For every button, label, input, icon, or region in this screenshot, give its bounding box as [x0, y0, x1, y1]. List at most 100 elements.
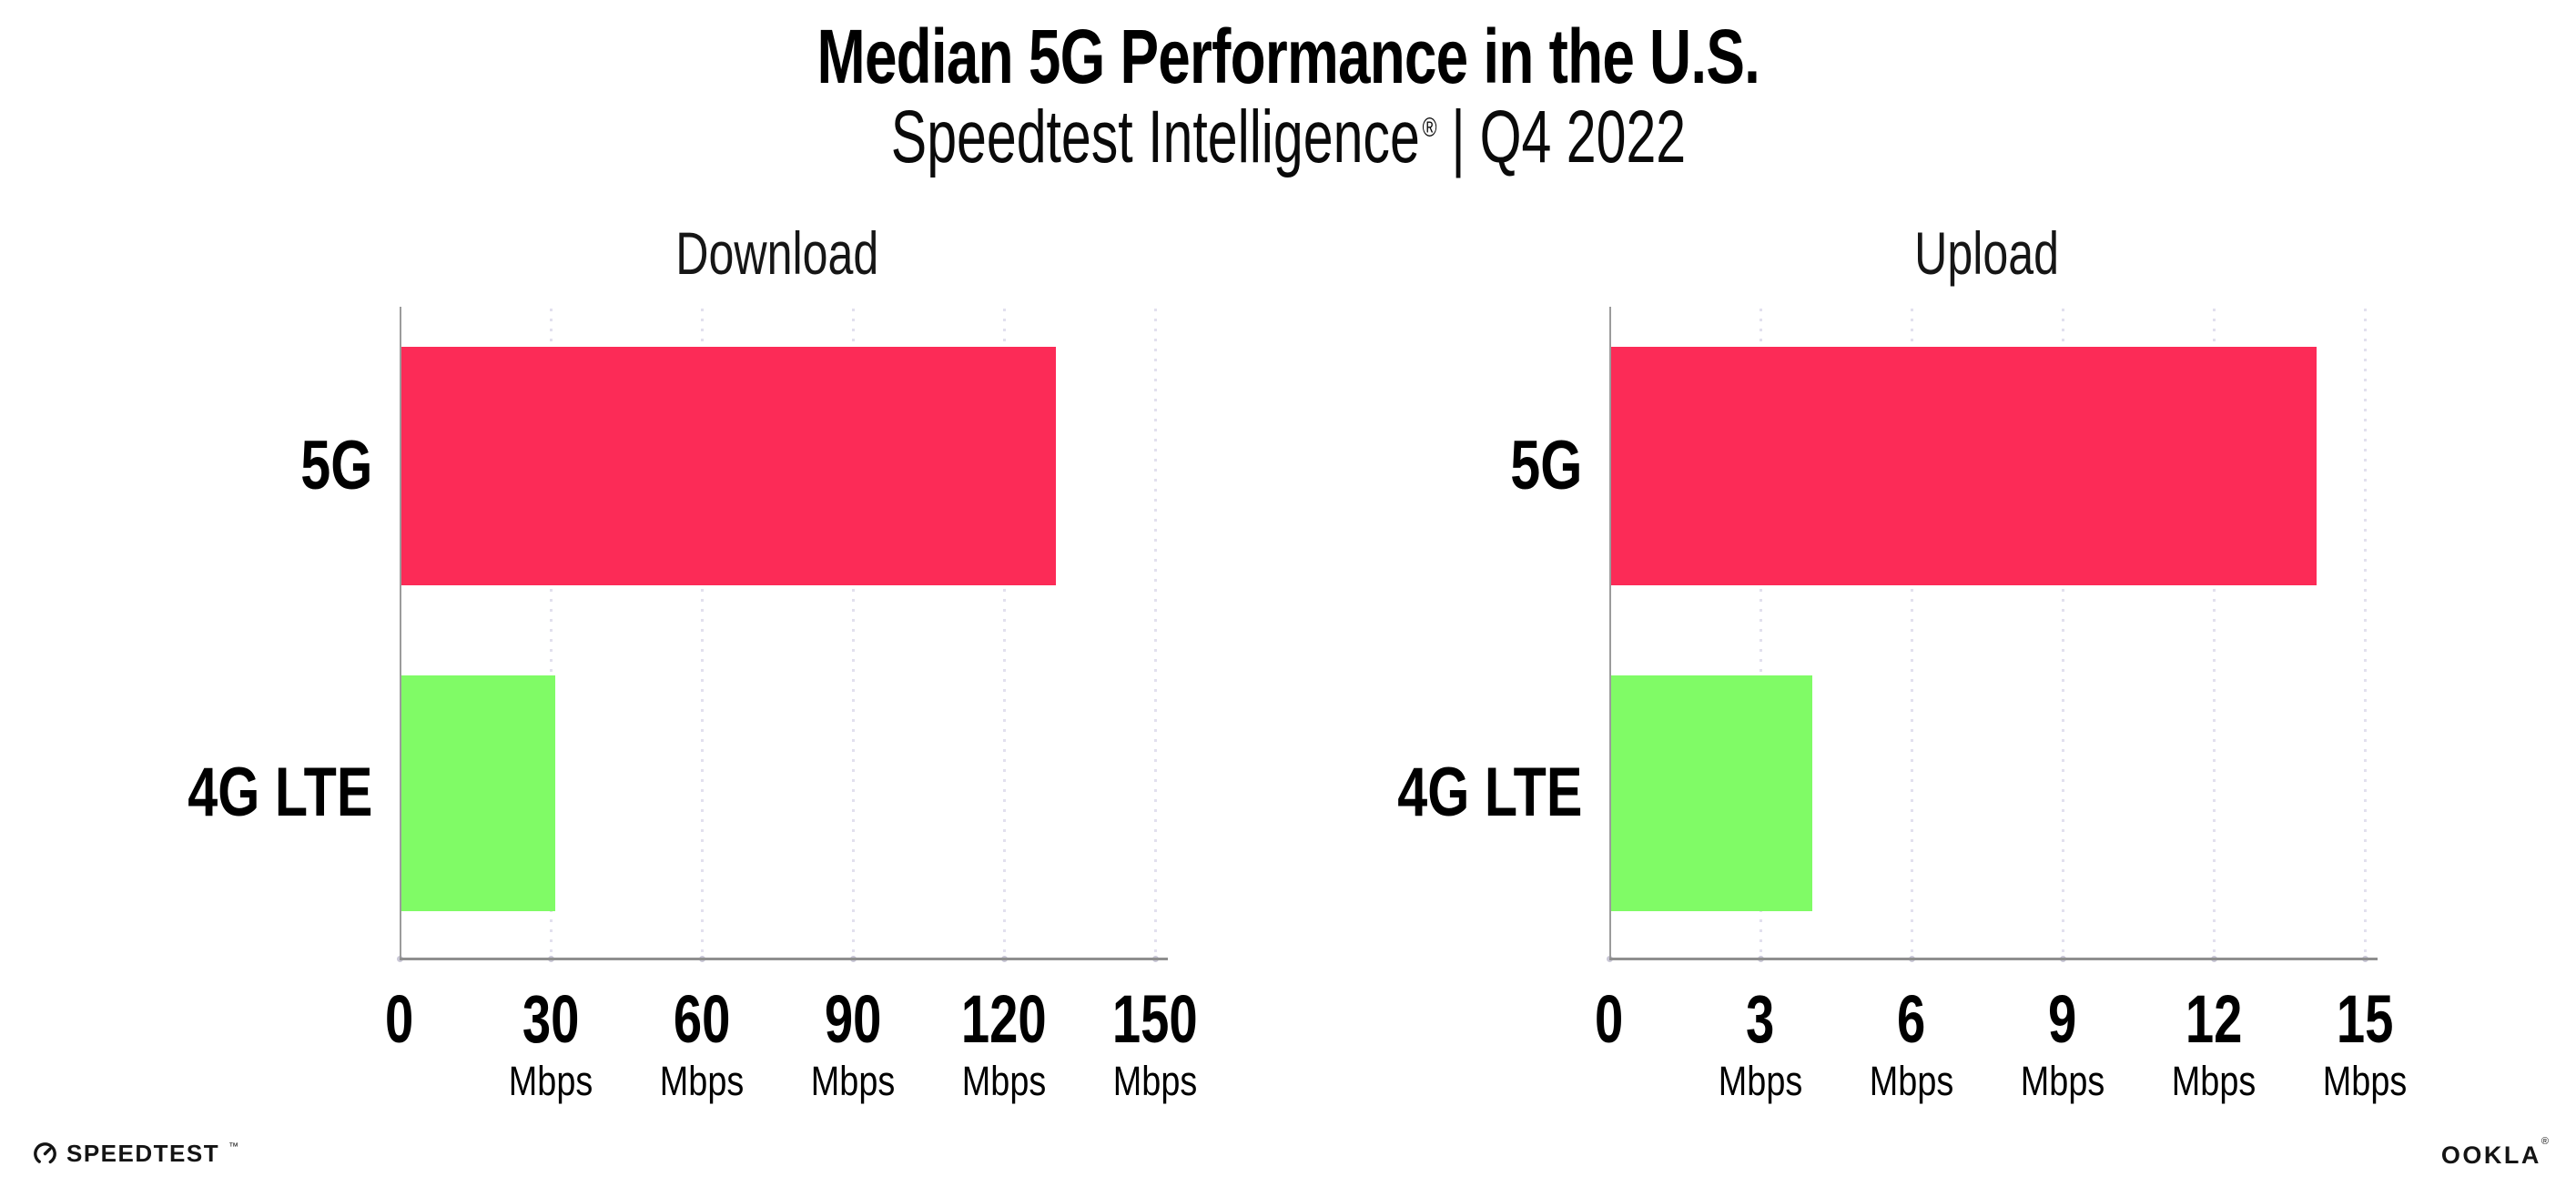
page-title-text: Median 5G Performance in the U.S.	[816, 14, 1760, 99]
x-tick-unit: Mbps	[1678, 1060, 1842, 1101]
x-tick-value-text: 12	[2185, 981, 2243, 1057]
x-tick-unit: Mbps	[922, 1060, 1086, 1101]
upload-chart: Upload 0 3 Mbps 6 Mbps 9 Mbps 12 Mbps 15 Mbps 5G 4G L…	[1397, 223, 2407, 1101]
gridline-9	[2062, 309, 2064, 959]
ookla-wordmark: OOKLA	[2440, 1141, 2541, 1169]
category-label-5g: 5G	[1354, 347, 1582, 586]
x-tick-value-text: 0	[385, 981, 414, 1057]
registered-trademark-icon: ®	[1422, 112, 1437, 143]
x-tick-unit: Mbps	[1073, 1060, 1237, 1101]
page-subtitle: Speedtest Intelligence® | Q4 2022	[0, 96, 2576, 178]
x-tick-unit-text: Mbps	[961, 1058, 1047, 1104]
gridline-12	[2213, 309, 2216, 959]
x-tick-value: 60	[620, 986, 784, 1053]
x-tick-value-text: 60	[673, 981, 731, 1057]
y-axis-line	[1609, 307, 1611, 959]
x-tick-value: 150	[1073, 986, 1237, 1053]
x-tick-label-15: 15 Mbps	[2283, 986, 2447, 1102]
x-tick-value-text: 6	[1897, 981, 1926, 1057]
x-axis-line	[400, 958, 1168, 960]
x-tick-value: 90	[771, 986, 935, 1053]
x-tick-unit-text: Mbps	[810, 1058, 896, 1104]
gridline-15	[2364, 309, 2367, 959]
x-tick-unit-text: Mbps	[2171, 1058, 2257, 1104]
bar-5g	[1611, 346, 2317, 586]
x-tick-value: 9	[1981, 986, 2145, 1053]
gridline-90	[852, 309, 855, 959]
x-tick-unit-text: Mbps	[2322, 1058, 2408, 1104]
x-tick-label-0: 0	[1527, 986, 1691, 1053]
speedtest-wordmark: SPEEDTEST	[66, 1140, 220, 1167]
y-axis-line	[400, 307, 401, 959]
category-label-text: 5G	[299, 427, 372, 505]
category-label-text: 4G LTE	[187, 754, 372, 832]
x-tick-value: 3	[1678, 986, 1842, 1053]
x-tick-unit-text: Mbps	[508, 1058, 593, 1104]
download-chart: Download 0 30 Mbps 60 Mbps 90 Mbps 120 Mbps 150 Mbp…	[188, 223, 1198, 1101]
x-tick-label-9: 9 Mbps	[1981, 986, 2145, 1102]
x-tick-value-text: 90	[824, 981, 882, 1057]
chart-title-text: Upload	[1914, 219, 2060, 287]
x-tick-value: 120	[922, 986, 1086, 1053]
x-tick-label-90: 90 Mbps	[771, 986, 935, 1102]
category-label-text: 4G LTE	[1396, 754, 1582, 832]
speedtest-logo: SPEEDTEST ™	[33, 1140, 238, 1168]
x-tick-label-3: 3 Mbps	[1678, 986, 1842, 1102]
x-tick-unit: Mbps	[469, 1060, 633, 1101]
x-tick-unit: Mbps	[771, 1060, 935, 1101]
x-tick-unit: Mbps	[2132, 1060, 2296, 1101]
ookla-logo: OOKLA®	[2440, 1136, 2549, 1170]
x-tick-value: 12	[2132, 986, 2296, 1053]
x-tick-value: 0	[1527, 986, 1691, 1053]
x-tick-value-text: 15	[2336, 981, 2394, 1057]
subtitle-separator: |	[1450, 96, 1465, 178]
gridline-60	[701, 309, 704, 959]
x-tick-label-6: 6 Mbps	[1830, 986, 1993, 1102]
chart-title-text: Download	[675, 219, 879, 287]
x-tick-unit-text: Mbps	[2020, 1058, 2105, 1104]
gridline-120	[1003, 309, 1006, 959]
x-tick-value-text: 0	[1595, 981, 1624, 1057]
x-tick-value-text: 120	[961, 981, 1047, 1057]
chart-title: Upload	[1609, 223, 2365, 283]
subtitle-period: Q4 2022	[1479, 96, 1686, 178]
x-tick-unit: Mbps	[620, 1060, 784, 1101]
x-tick-value-text: 9	[2048, 981, 2077, 1057]
x-tick-unit: Mbps	[1981, 1060, 2145, 1101]
x-tick-unit-text: Mbps	[1869, 1058, 1954, 1104]
page-title: Median 5G Performance in the U.S.	[0, 14, 2576, 99]
x-tick-unit-text: Mbps	[1718, 1058, 1803, 1104]
gridline-30	[550, 309, 553, 959]
x-tick-value-text: 30	[522, 981, 580, 1057]
category-label-4g-lte: 4G LTE	[145, 675, 372, 910]
x-tick-unit-text: Mbps	[659, 1058, 745, 1104]
x-tick-label-60: 60 Mbps	[620, 986, 784, 1102]
x-axis-line	[1609, 958, 2378, 960]
gridline-150	[1154, 309, 1157, 959]
bar-4g-lte	[1611, 675, 1813, 911]
subtitle-brand: Speedtest Intelligence	[890, 96, 1420, 178]
x-tick-unit: Mbps	[1830, 1060, 1993, 1101]
gridline-6	[1911, 309, 1913, 959]
x-tick-value: 30	[469, 986, 633, 1053]
registered-trademark-icon-small: ®	[2541, 1136, 2549, 1147]
bar-4g-lte	[401, 675, 555, 911]
category-label-text: 5G	[1509, 427, 1582, 505]
x-tick-unit-text: Mbps	[1112, 1058, 1198, 1104]
x-tick-value: 6	[1830, 986, 1993, 1053]
x-tick-label-12: 12 Mbps	[2132, 986, 2296, 1102]
x-tick-label-30: 30 Mbps	[469, 986, 633, 1102]
x-tick-value-text: 3	[1746, 981, 1775, 1057]
bar-5g	[401, 346, 1057, 586]
x-tick-value: 0	[318, 986, 482, 1053]
category-label-4g-lte: 4G LTE	[1354, 675, 1582, 910]
x-tick-unit: Mbps	[2283, 1060, 2447, 1101]
x-tick-value-text: 150	[1112, 981, 1198, 1057]
x-tick-label-150: 150 Mbps	[1073, 986, 1237, 1102]
chart-title: Download	[400, 223, 1155, 283]
x-tick-value: 15	[2283, 986, 2447, 1053]
trademark-icon: ™	[228, 1141, 239, 1152]
category-label-5g: 5G	[145, 347, 372, 586]
x-tick-label-120: 120 Mbps	[922, 986, 1086, 1102]
